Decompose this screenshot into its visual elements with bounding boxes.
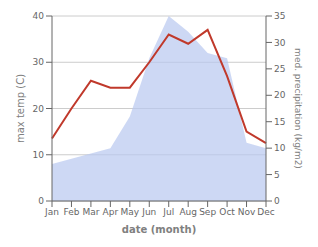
svg-text:20: 20 [274, 90, 286, 100]
svg-text:May: May [121, 207, 140, 217]
svg-text:30: 30 [274, 38, 286, 48]
svg-text:Apr: Apr [103, 207, 119, 217]
svg-text:Jun: Jun [141, 207, 156, 217]
svg-text:med. precipitation (kg/m2): med. precipitation (kg/m2) [293, 48, 303, 169]
svg-text:10: 10 [274, 143, 286, 153]
svg-text:25: 25 [274, 64, 285, 74]
svg-text:Dec: Dec [257, 207, 274, 217]
svg-text:Nov: Nov [238, 207, 256, 217]
svg-text:30: 30 [33, 57, 45, 67]
svg-text:Oct: Oct [219, 207, 235, 217]
svg-text:35: 35 [274, 11, 285, 21]
svg-text:Aug: Aug [179, 207, 197, 217]
svg-text:Feb: Feb [63, 207, 79, 217]
svg-text:Mar: Mar [82, 207, 99, 217]
svg-text:5: 5 [274, 170, 280, 180]
svg-text:15: 15 [274, 117, 285, 127]
svg-text:date (month): date (month) [122, 224, 196, 235]
svg-text:20: 20 [33, 104, 45, 114]
svg-text:Jul: Jul [162, 207, 174, 217]
svg-text:Sep: Sep [199, 207, 216, 217]
svg-text:40: 40 [33, 11, 45, 21]
svg-text:0: 0 [274, 196, 280, 206]
svg-text:0: 0 [38, 196, 44, 206]
svg-text:max temp (C): max temp (C) [15, 74, 26, 143]
svg-text:10: 10 [33, 150, 45, 160]
svg-text:Jan: Jan [44, 207, 59, 217]
